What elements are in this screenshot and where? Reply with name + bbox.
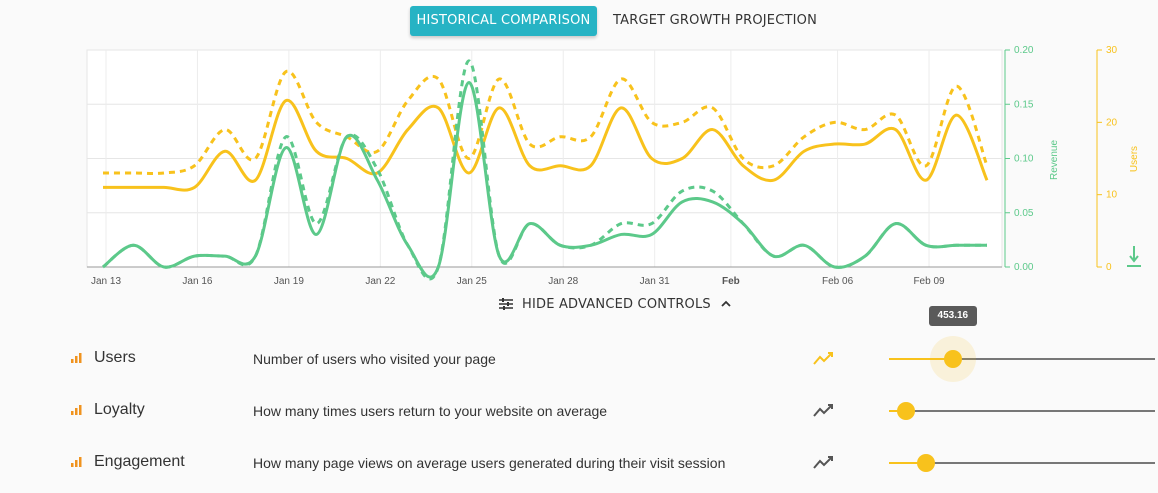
x-tick-label: Feb 06 — [822, 276, 854, 287]
trend-icon[interactable] — [812, 349, 834, 367]
slider-thumb[interactable] — [943, 350, 962, 368]
control-slider-loyalty[interactable] — [889, 391, 1155, 431]
download-icon[interactable] — [1127, 246, 1141, 267]
users-axis: 0 10 20 30 — [1096, 45, 1118, 273]
trend-icon[interactable] — [812, 401, 834, 419]
x-tick-label: Jan 28 — [548, 276, 578, 287]
advanced-controls-toggle[interactable]: HIDE ADVANCED CONTROLS — [498, 293, 731, 315]
bar-chart-icon — [71, 353, 82, 363]
y-tick-label: 0.00 — [1014, 262, 1034, 273]
control-row-loyalty: Loyalty How many times users return to y… — [0, 391, 1158, 431]
control-name: Users — [94, 349, 136, 366]
y-tick-label: 30 — [1106, 45, 1118, 56]
slider-track[interactable] — [889, 410, 1155, 412]
series-users-dashed — [102, 69, 989, 175]
tab-historical-comparison[interactable]: HISTORICAL COMPARISON — [410, 6, 597, 36]
revenue-axis-label: Revenue — [1049, 140, 1060, 180]
control-slider-engagement[interactable] — [889, 443, 1155, 483]
x-axis-ticks: Jan 13 Jan 16 Jan 19 Jan 22 Jan 25 Jan 28 Jan … — [91, 276, 945, 287]
x-tick-label: Jan 25 — [457, 276, 487, 287]
slider-fill — [889, 358, 953, 360]
control-row-users: Users Number of users who visited your p… — [0, 306, 1158, 382]
y-tick-label: 0 — [1106, 262, 1112, 273]
advanced-controls-label: HIDE ADVANCED CONTROLS — [522, 296, 711, 312]
control-description: How many page views on average users gen… — [253, 455, 726, 471]
x-tick-label: Jan 13 — [91, 276, 121, 287]
comparison-chart: Jan 13 Jan 16 Jan 19 Jan 22 Jan 25 Jan 28 Jan … — [86, 45, 1141, 287]
x-tick-label: Feb — [722, 276, 740, 287]
x-tick-label: Jan 31 — [640, 276, 670, 287]
chart-grid — [86, 49, 1003, 268]
view-tabs: HISTORICAL COMPARISON TARGET GROWTH PROJ… — [0, 6, 1158, 36]
slider-thumb[interactable] — [897, 402, 916, 420]
trend-icon[interactable] — [812, 453, 834, 471]
y-tick-label: 10 — [1106, 190, 1118, 201]
control-slider-users[interactable]: 453.16 — [889, 306, 1155, 382]
revenue-axis: 0.00 0.05 0.10 0.15 0.20 — [1004, 45, 1034, 273]
y-tick-label: 0.20 — [1014, 45, 1034, 56]
x-tick-label: Feb 09 — [913, 276, 945, 287]
tab-target-growth-projection[interactable]: TARGET GROWTH PROJECTION — [613, 13, 818, 28]
users-axis-label: Users — [1129, 146, 1140, 172]
control-row-engagement: Engagement How many page views on averag… — [0, 443, 1158, 483]
control-description: How many times users return to your webs… — [253, 403, 608, 419]
slider-track[interactable] — [889, 462, 1155, 464]
y-tick-label: 20 — [1106, 117, 1118, 128]
x-tick-label: Jan 16 — [182, 276, 212, 287]
control-description: Number of users who visited your page — [253, 351, 496, 367]
y-tick-label: 0.10 — [1014, 154, 1034, 165]
series-users-solid — [103, 99, 989, 192]
bar-chart-icon — [71, 405, 82, 415]
bar-chart-icon — [71, 457, 82, 467]
sliders-icon — [499, 298, 513, 310]
slider-thumb[interactable] — [917, 454, 936, 472]
slider-fill — [889, 462, 927, 464]
slider-track[interactable] — [889, 358, 1155, 360]
x-tick-label: Jan 19 — [274, 276, 304, 287]
y-tick-label: 0.05 — [1014, 208, 1034, 219]
slider-value-tooltip: 453.16 — [928, 306, 977, 326]
chevron-up-icon — [721, 300, 731, 307]
series-revenue-dashed — [102, 59, 987, 281]
control-name: Engagement — [94, 453, 185, 470]
y-tick-label: 0.15 — [1014, 99, 1034, 110]
x-tick-label: Jan 22 — [365, 276, 395, 287]
chart-series — [102, 59, 989, 281]
control-name: Loyalty — [94, 401, 145, 418]
